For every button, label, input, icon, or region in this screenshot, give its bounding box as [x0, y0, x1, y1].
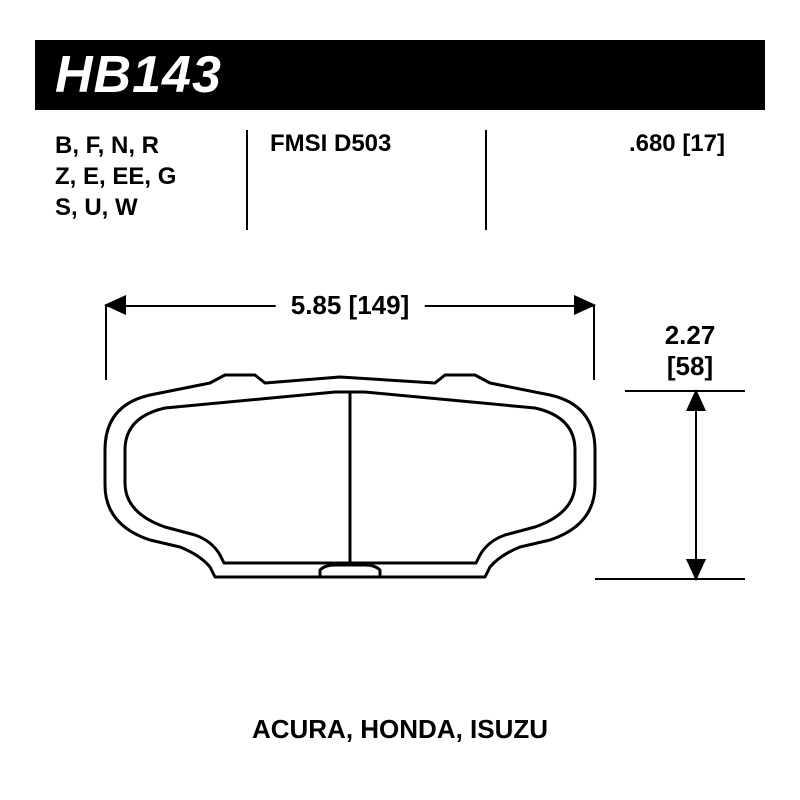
- arrow-right-icon: [574, 295, 596, 315]
- width-dimension: 5.85 [149]: [105, 280, 595, 330]
- divider: [485, 130, 487, 230]
- compounds-line: S, U, W: [55, 192, 250, 223]
- fmsi-column: FMSI D503: [250, 130, 485, 224]
- diagram-area: 5.85 [149] 2.27 [58]: [35, 280, 765, 680]
- part-number: HB143: [55, 45, 222, 105]
- footer-brands: ACURA, HONDA, ISUZU: [0, 714, 800, 745]
- dimension-line: [695, 390, 697, 580]
- divider: [246, 130, 248, 230]
- compounds-line: Z, E, EE, G: [55, 161, 250, 192]
- arrow-down-icon: [686, 559, 706, 581]
- info-row: B, F, N, R Z, E, EE, G S, U, W FMSI D503…: [55, 130, 745, 224]
- height-dimension: 2.27 [58]: [645, 390, 745, 580]
- compounds-line: B, F, N, R: [55, 130, 250, 161]
- header-bar: HB143: [35, 40, 765, 110]
- thickness-column: .680 [17]: [485, 130, 745, 224]
- brake-pad-drawing: [90, 355, 610, 585]
- width-label: 5.85 [149]: [276, 290, 425, 321]
- thickness-value: .680 [17]: [485, 130, 725, 158]
- fmsi-code: FMSI D503: [270, 130, 485, 158]
- compounds-column: B, F, N, R Z, E, EE, G S, U, W: [55, 130, 250, 224]
- height-label: 2.27 [58]: [650, 320, 730, 382]
- arrow-up-icon: [686, 389, 706, 411]
- arrow-left-icon: [104, 295, 126, 315]
